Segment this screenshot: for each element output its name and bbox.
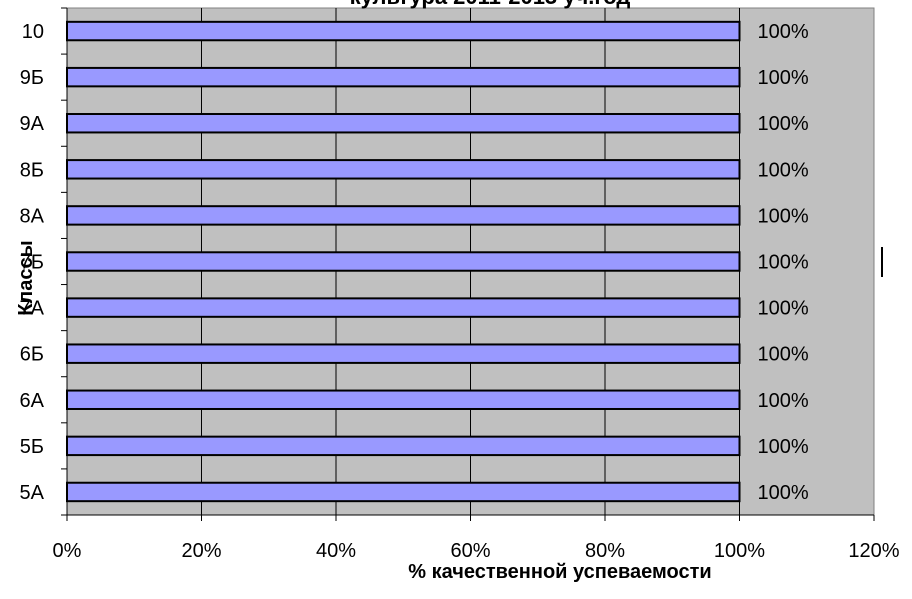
bar-value-label: 100% (758, 482, 809, 504)
x-tick-label: 20% (181, 540, 221, 562)
x-axis: 0% 20% 40% 60% 80% 100% 120% (53, 514, 900, 562)
bars (66, 20, 741, 503)
y-category-label: 9Б (20, 67, 44, 89)
x-tick-label: 120% (848, 540, 899, 562)
bar-value-label: 100% (758, 205, 809, 227)
x-tick-label: 60% (450, 540, 490, 562)
bar (66, 66, 741, 88)
y-category-label: 8А (20, 205, 45, 227)
x-tick-label: 100% (714, 540, 765, 562)
x-axis-title: % качественной успеваемости (408, 561, 711, 583)
bar-value-label: 100% (758, 21, 809, 43)
y-axis: 5А 5Б 6А 6Б 7А 7Б 8А 8Б 9А 9Б 10 (20, 7, 68, 516)
bar-value-label: 100% (758, 113, 809, 135)
y-axis-title: Классы (15, 240, 37, 315)
x-tick-label: 80% (585, 540, 625, 562)
bar-value-label: 100% (758, 436, 809, 458)
bar (66, 113, 741, 134)
bar-value-label: 100% (758, 344, 809, 366)
chart-title: культура 2011-2013 уч.год (350, 0, 631, 9)
bar (66, 435, 741, 457)
y-category-label: 7А (20, 298, 45, 320)
y-category-label: 10 (22, 21, 44, 43)
x-tick-label: 0% (53, 540, 82, 562)
bar-value-label: 100% (758, 390, 809, 412)
bar (66, 481, 741, 503)
y-category-label: 8Б (20, 159, 44, 181)
bar (66, 20, 741, 42)
bar-value-label: 100% (758, 252, 809, 274)
x-tick-label: 40% (316, 540, 356, 562)
bar (66, 251, 741, 272)
bar (66, 343, 741, 364)
bar (66, 389, 741, 410)
bar-value-label: 100% (758, 67, 809, 89)
bar (66, 159, 741, 180)
bar (66, 297, 741, 318)
y-category-label: 5Б (20, 436, 44, 458)
value-labels: 100% 100% 100% 100% 100% 100% 100% 100% 100% 100%… (758, 21, 809, 504)
y-category-label: 9А (20, 113, 45, 135)
y-category-label: 6А (20, 390, 45, 412)
y-category-label: 5А (20, 482, 45, 504)
bar-value-label: 100% (758, 159, 809, 181)
bar (66, 205, 741, 226)
bar-value-label: 100% (758, 298, 809, 320)
y-category-label: 6Б (20, 344, 44, 366)
legend-marker (881, 247, 887, 277)
y-category-label: 7Б (20, 252, 44, 274)
